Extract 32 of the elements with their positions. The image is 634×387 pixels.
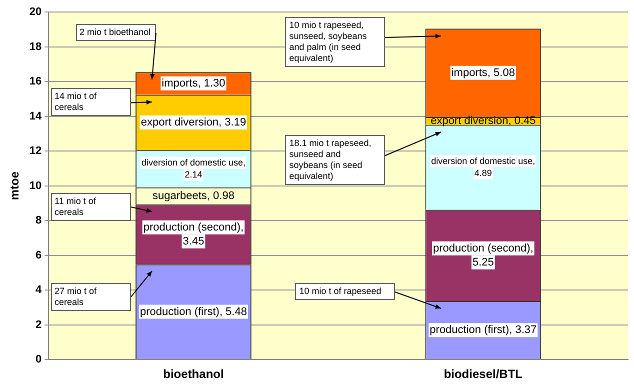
data-label: export diversion, 3.19 (140, 116, 246, 128)
callout-box: 18.1 mio t rapeseed, sunseed and soybeans (in seed equivalent) (285, 135, 386, 186)
data-label: sugarbeets, 0.98 (152, 190, 234, 202)
data-label: production (first), 3.37 (430, 324, 537, 336)
x-tick-label: biodiesel/BTL (444, 367, 523, 382)
data-label: export diversion, 0.45 (430, 114, 536, 127)
y-tick-label: 18 (29, 40, 42, 53)
y-tick-label: 20 (29, 6, 42, 18)
y-tick-label: 8 (36, 214, 42, 227)
y-tick-label: 2 (36, 318, 42, 331)
callout-box: 2 mio t bioethanol (76, 24, 156, 42)
data-label: diversion of domestic use, 4.89 (431, 156, 536, 178)
callout-box: 10 mio t rapeseed, sunseed, soybeans and palm (in seed equivalent) (285, 17, 386, 68)
callout-box: 27 mio t of cereals (50, 283, 131, 312)
data-label: diversion of domestic use, 2.14 (141, 157, 246, 180)
callout-box: 14 mio t of cereals (50, 88, 131, 116)
callout-box: 11 mio t of cereals (50, 192, 131, 221)
data-label: imports, 1.30 (162, 77, 226, 90)
data-label: imports, 5.08 (451, 66, 515, 79)
x-tick-label: bioethanol (163, 367, 224, 382)
y-axis-title: mtoe (8, 171, 22, 200)
y-tick-label: 4 (36, 284, 43, 296)
data-label: production (second), 5.25 (433, 242, 534, 268)
y-tick-label: 10 (29, 180, 42, 192)
data-label: production (second), 3.45 (143, 221, 244, 248)
data-label: production (first), 5.48 (140, 306, 247, 318)
callout-box: 10 mio t of rapeseed (295, 283, 396, 300)
y-tick-label: 0 (36, 354, 42, 366)
y-tick-label: 16 (29, 76, 42, 88)
y-tick-label: 14 (29, 110, 43, 122)
y-tick-label: 6 (36, 249, 42, 262)
y-tick-label: 12 (29, 145, 42, 158)
